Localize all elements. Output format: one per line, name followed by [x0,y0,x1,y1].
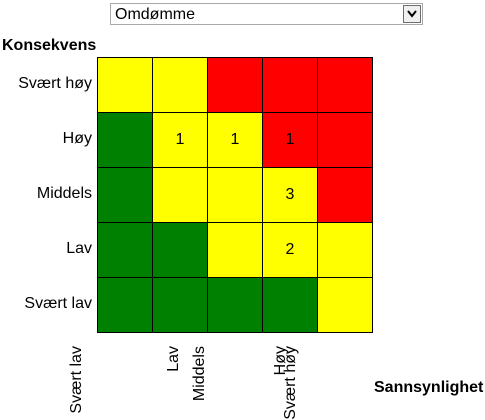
matrix-cell [208,223,263,278]
dropdown-selected-value: Omdømme [115,6,195,23]
matrix-cell [98,168,153,223]
x-tick-label: Lav [165,346,190,416]
x-axis-title: Sannsynlighet [374,379,484,396]
x-tick-label: Svært høy [282,346,355,420]
x-tick-label-text: Middels [190,346,208,402]
matrix-cell: 2 [263,223,318,278]
y-tick-label: Svært lav [24,295,92,312]
matrix-cell [98,58,153,113]
y-tick-label: Høy [62,130,92,147]
matrix-cell [208,168,263,223]
matrix-cell [153,278,208,333]
x-tick-label: Svært lav [68,346,135,416]
matrix-cell [318,223,373,278]
matrix-cell [263,278,318,333]
matrix-cell: 1 [208,113,263,168]
matrix-cell: 1 [153,113,208,168]
y-axis-title: Konsekvens [2,37,97,54]
y-tick-label: Middels [36,185,92,202]
category-dropdown[interactable]: Omdømme [110,3,423,25]
matrix-cell [153,168,208,223]
matrix-cell [318,113,373,168]
matrix-cell: 1 [263,113,318,168]
matrix-cell [153,58,208,113]
matrix-cell [263,58,318,113]
matrix-cell [208,278,263,333]
y-tick-label: Lav [66,240,92,257]
matrix-cell [98,223,153,278]
matrix-cell [98,113,153,168]
matrix-cell [153,223,208,278]
x-tick-label: Middels [191,346,245,416]
matrix-cell [98,278,153,333]
chevron-down-icon[interactable] [403,5,421,23]
matrix-cell [318,58,373,113]
x-tick-label-text: Svært høy [282,346,300,420]
matrix-cell [318,168,373,223]
x-tick-label-text: Lav [165,346,183,372]
matrix-cell [318,278,373,333]
matrix-cell [208,58,263,113]
y-tick-label: Svært høy [18,75,92,92]
matrix-cell: 3 [263,168,318,223]
x-tick-label-text: Svært lav [68,346,86,414]
